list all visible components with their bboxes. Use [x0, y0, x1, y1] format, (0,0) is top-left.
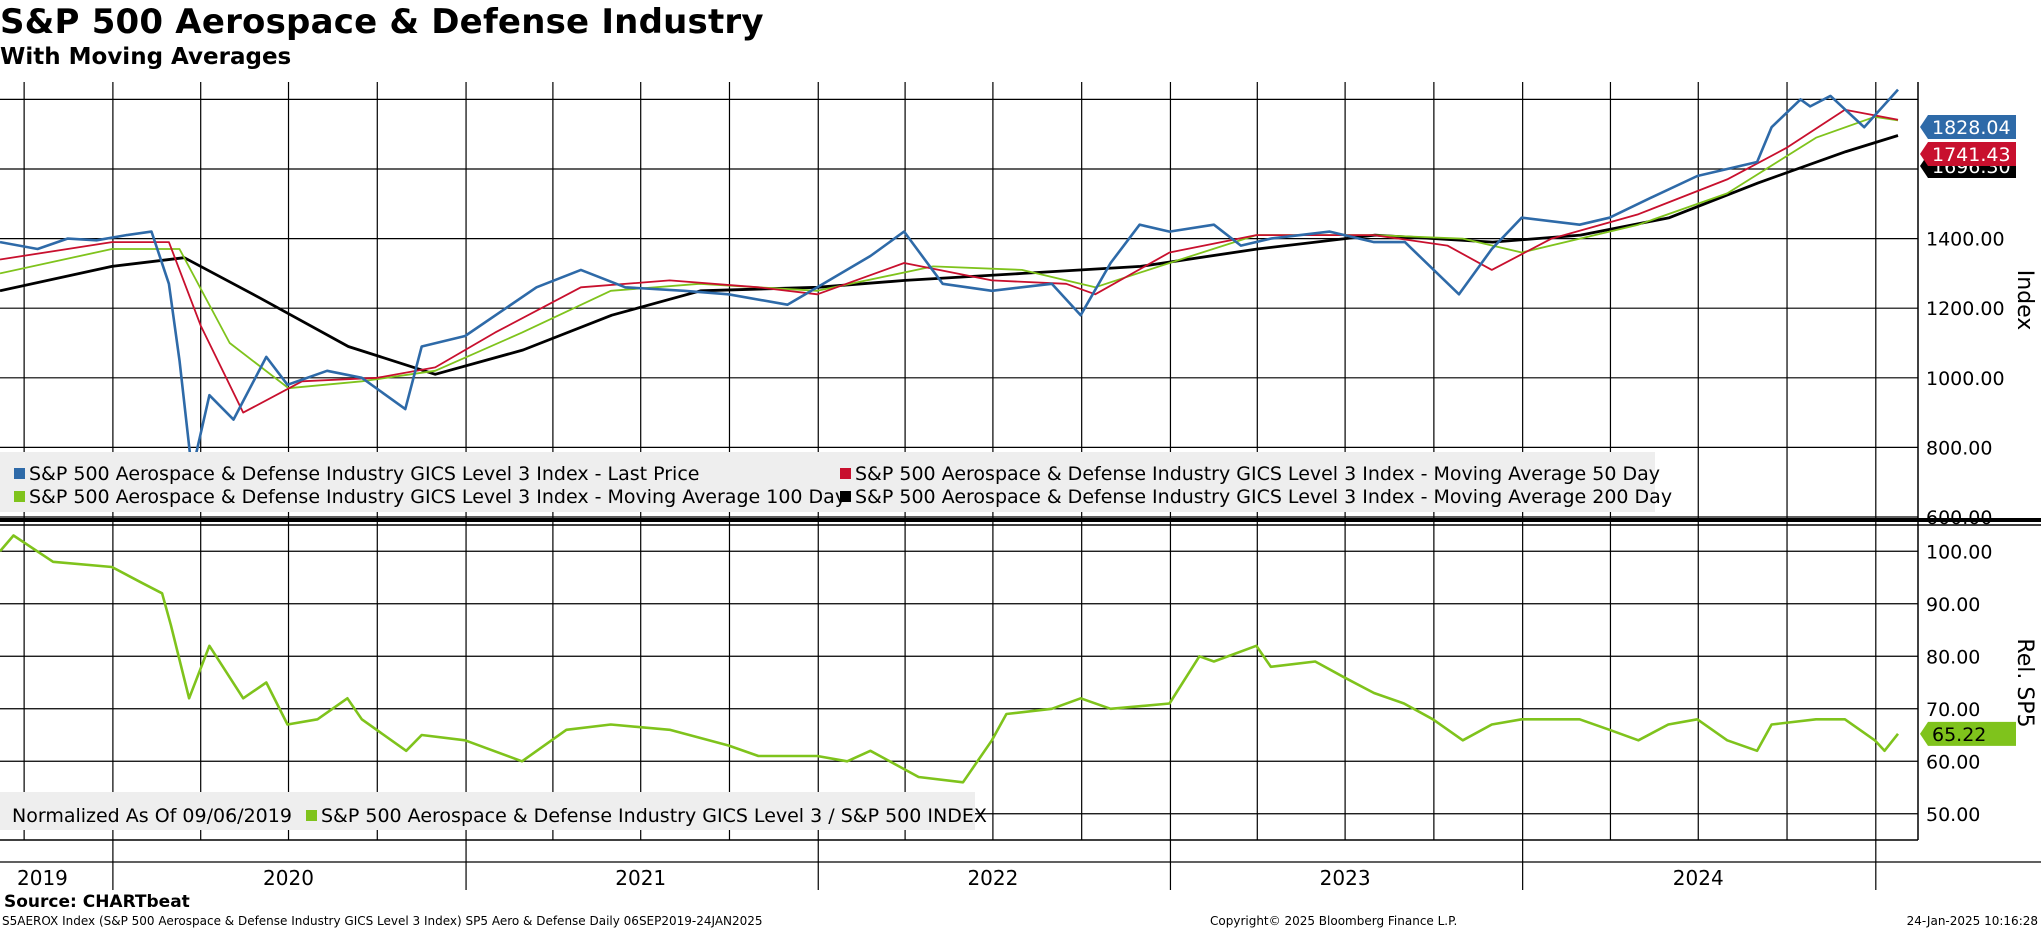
- lower-y-tick-label: 60.00: [1926, 751, 1980, 773]
- last-value-ma50-box: [1920, 142, 2016, 166]
- legend-entry: S&P 500 Aerospace & Defense Industry GIC…: [321, 805, 987, 827]
- lower-y-tick-label: 100.00: [1926, 541, 1992, 563]
- upper-y-tick-label: 1400.00: [1926, 229, 2005, 251]
- upper-panel-series: [0, 88, 1899, 474]
- x-year-label: 2019: [17, 866, 68, 890]
- upper-legend-box: [0, 452, 1655, 512]
- last-value-price: 1828.04: [1932, 117, 2011, 139]
- lower-y-tick-label: 50.00: [1926, 804, 1980, 826]
- legend-swatch: [14, 491, 25, 502]
- legend-entry: Normalized As Of 09/06/2019: [12, 805, 292, 827]
- legend-entry: S&P 500 Aerospace & Defense Industry GIC…: [29, 486, 846, 508]
- last-value-ma50: 1741.43: [1932, 144, 2011, 166]
- x-year-label: 2021: [615, 866, 666, 890]
- legend-swatch: [306, 810, 317, 821]
- series-line-relative-to-sp500: [0, 534, 1900, 784]
- series-line-moving-average-50-day: [0, 108, 1899, 414]
- chart-title: S&P 500 Aerospace & Defense Industry: [0, 2, 764, 42]
- footer-timestamp: 24-Jan-2025 10:16:28: [1906, 914, 2038, 928]
- legend-entry: S&P 500 Aerospace & Defense Industry GIC…: [855, 463, 1660, 485]
- chart-subtitle: With Moving Averages: [0, 44, 292, 70]
- series-line-last-price: [0, 88, 1899, 474]
- legend-swatch: [14, 468, 25, 479]
- lower-y-axis-title: Rel. SP5: [2012, 638, 2037, 727]
- legend-swatch: [840, 491, 851, 502]
- x-year-label: 2020: [263, 866, 314, 890]
- legend-entry: S&P 500 Aerospace & Defense Industry GIC…: [29, 463, 699, 485]
- lower-y-tick-label: 80.00: [1926, 646, 1980, 668]
- series-line-moving-average-100-day: [0, 115, 1899, 390]
- lower-panel-series: [0, 534, 1900, 784]
- upper-y-tick-label: 800.00: [1926, 437, 1992, 459]
- lower-legend-box: [0, 792, 975, 830]
- source-note: Source: CHARTbeat: [4, 892, 190, 912]
- upper-y-tick-label: 1000.00: [1926, 368, 2005, 390]
- lower-y-tick-label: 90.00: [1926, 594, 1980, 616]
- x-year-label: 2022: [967, 866, 1018, 890]
- upper-y-axis-title: Index: [2012, 270, 2037, 331]
- x-year-label: 2024: [1673, 866, 1724, 890]
- last-value-relative: 65.22: [1932, 724, 1986, 746]
- footer-copyright: Copyright© 2025 Bloomberg Finance L.P.: [1210, 914, 1458, 928]
- legend-entry: S&P 500 Aerospace & Defense Industry GIC…: [855, 486, 1672, 508]
- lower-y-tick-label: 70.00: [1926, 699, 1980, 721]
- x-year-label: 2023: [1320, 866, 1371, 890]
- upper-y-tick-label: 1200.00: [1926, 298, 2005, 320]
- legends: S&P 500 Aerospace & Defense Industry GIC…: [0, 452, 1672, 830]
- legend-swatch: [840, 468, 851, 479]
- last-value-relative-box: [1920, 721, 2016, 746]
- series-line-moving-average-200-day: [0, 134, 1899, 376]
- last-value-price-box: [1920, 115, 2016, 139]
- footer-description: S5AEROX Index (S&P 500 Aerospace & Defen…: [2, 914, 763, 928]
